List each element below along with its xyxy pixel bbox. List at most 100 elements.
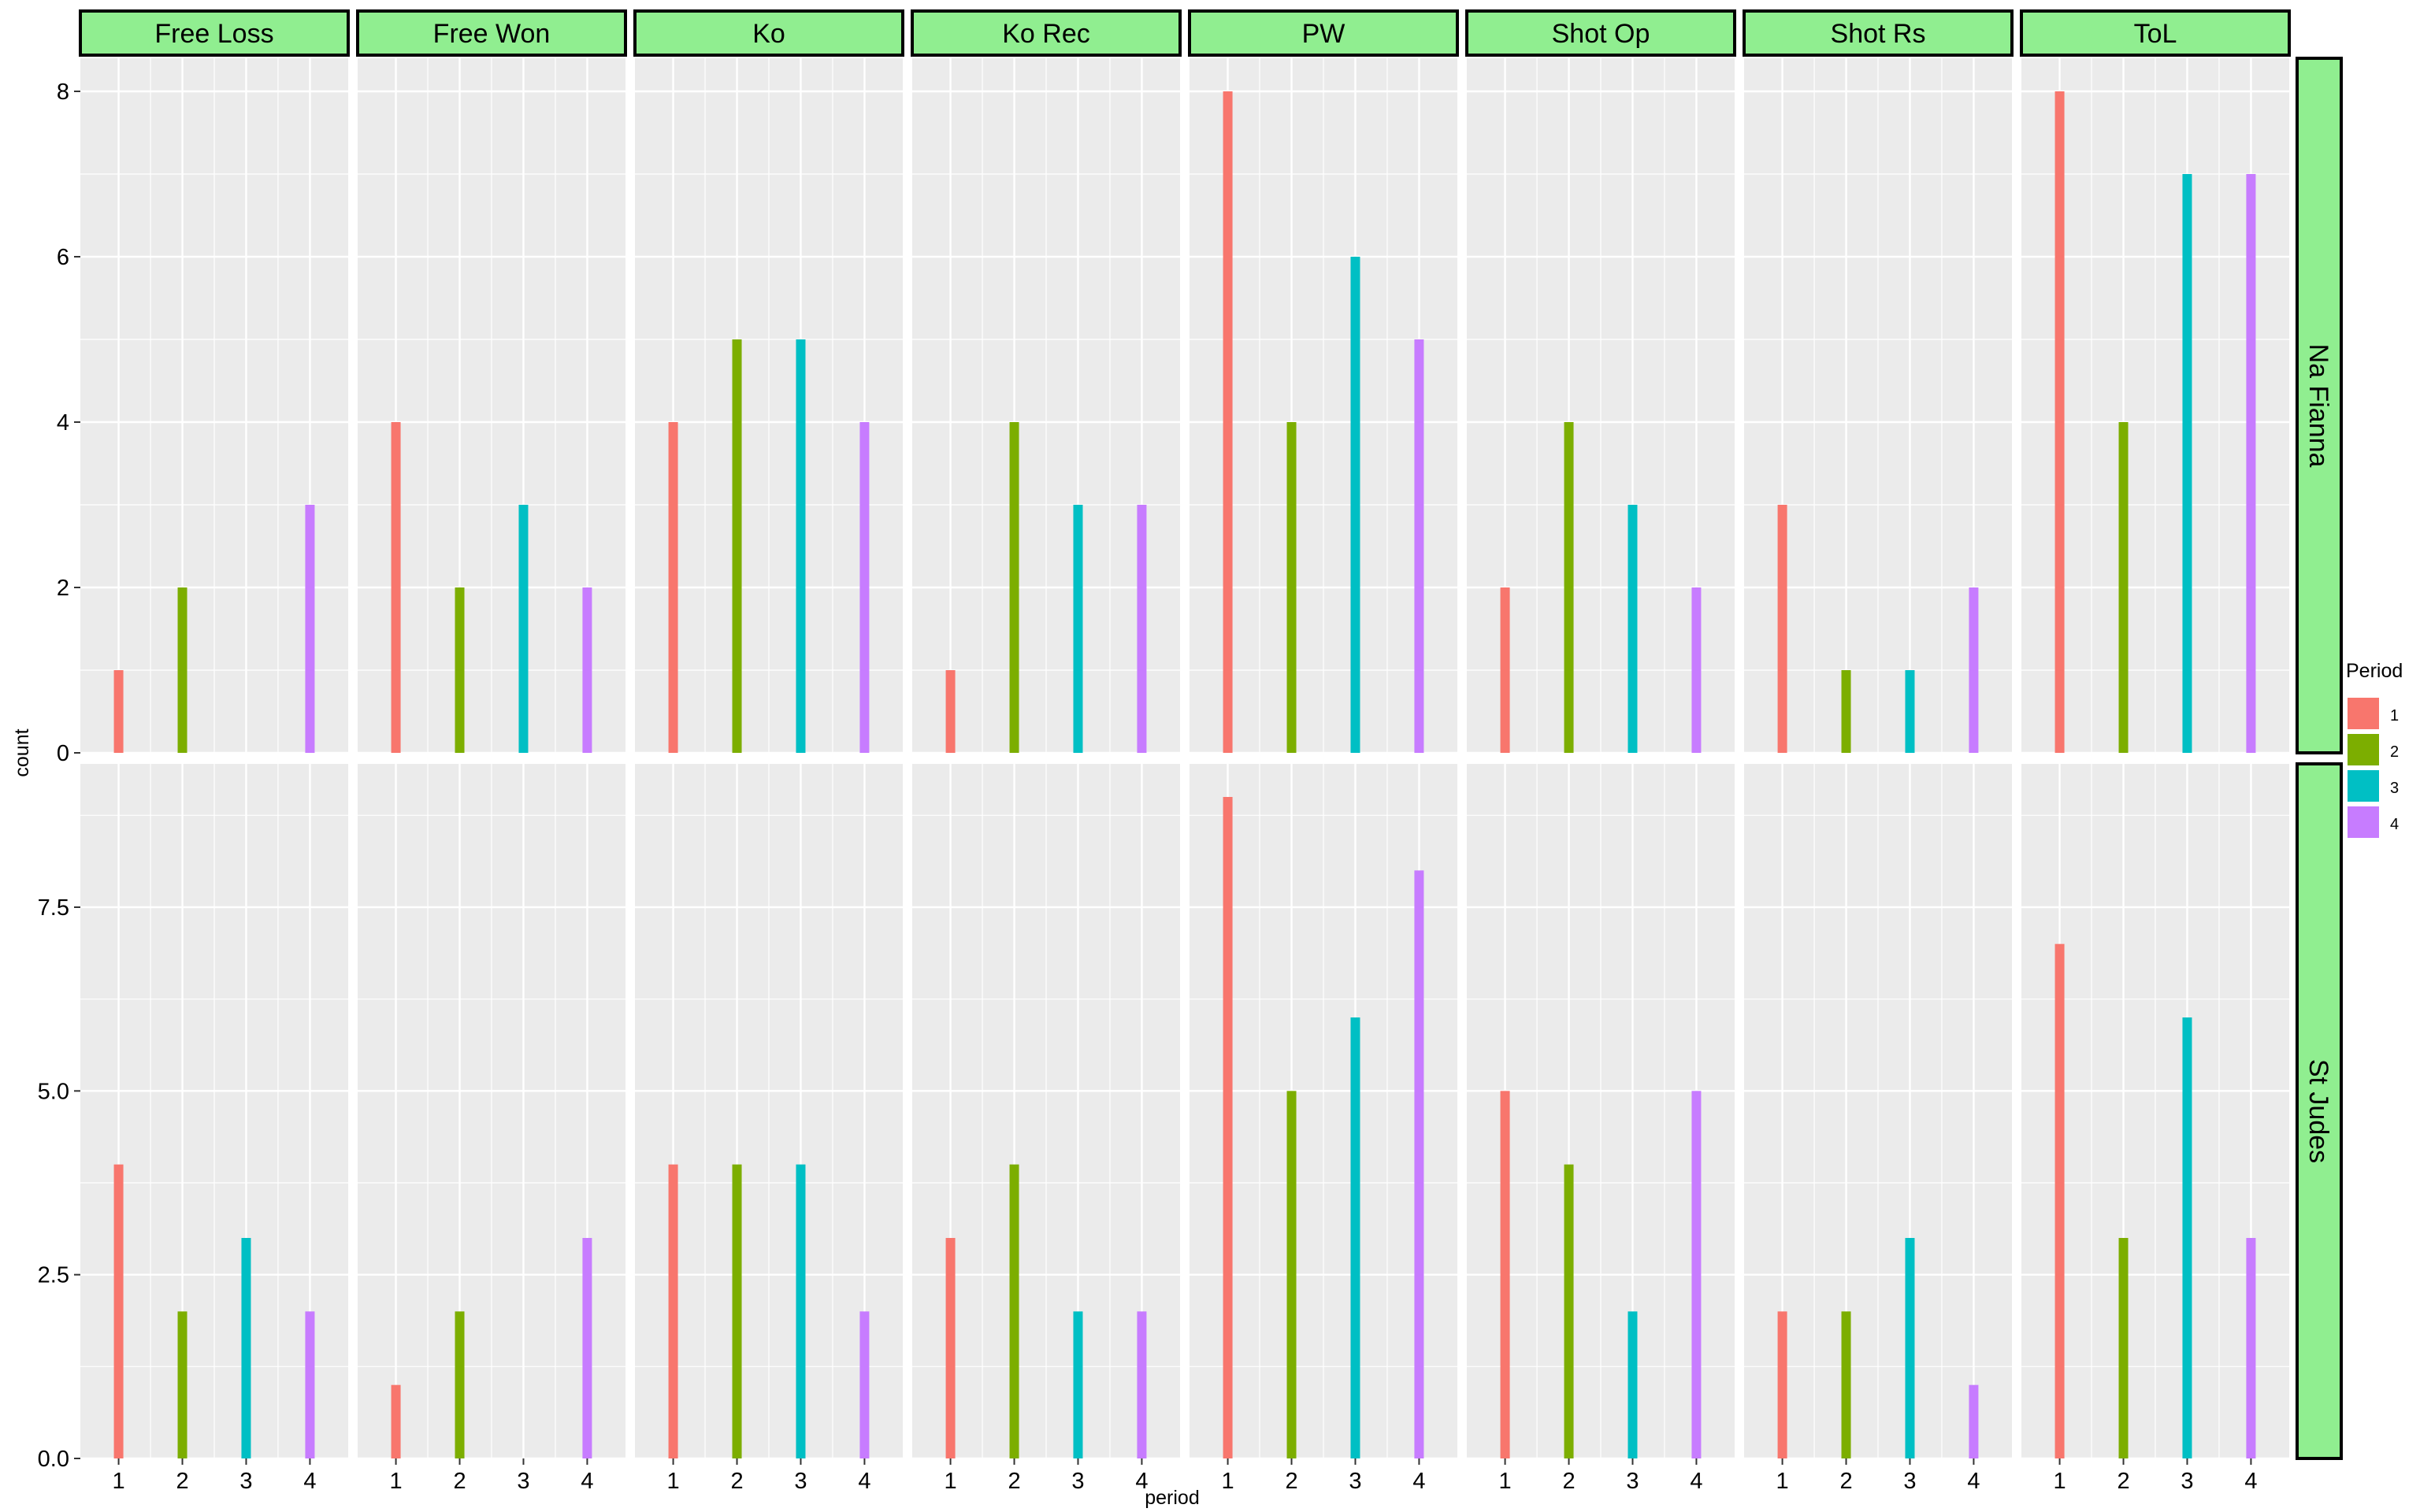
x-tick-label: 1 — [2054, 1469, 2066, 1494]
strip-free-won — [356, 9, 627, 57]
bar-st-judes-free-loss-period-1 — [113, 1164, 124, 1458]
x-tick-label: 4 — [1135, 1469, 1148, 1494]
bar-na-fianna-shot-rs-period-2 — [1841, 670, 1851, 753]
bar-na-fianna-ko-period-1 — [668, 422, 678, 753]
strip-label-tol: ToL — [2134, 19, 2177, 49]
bar-st-judes-ko-rec-period-4 — [1137, 1311, 1147, 1458]
strip-ko-rec — [911, 9, 1182, 57]
bar-na-fianna-shot-op-period-3 — [1628, 505, 1638, 753]
x-tick-label: 1 — [390, 1469, 403, 1494]
x-tick-label: 3 — [239, 1469, 252, 1494]
bar-na-fianna-tol-period-4 — [2246, 174, 2256, 753]
x-tick-label: 1 — [1222, 1469, 1234, 1494]
bar-na-fianna-ko-rec-period-1 — [945, 670, 956, 753]
y-tick-label: 2.5 — [38, 1263, 69, 1288]
bar-st-judes-pw-period-2 — [1286, 1091, 1297, 1458]
strip-label-pw: PW — [1302, 19, 1345, 49]
bar-na-fianna-free-loss-period-1 — [113, 670, 124, 753]
x-tick-label: 3 — [1071, 1469, 1084, 1494]
row-strip-na-fianna — [2296, 57, 2343, 754]
row-strip-st-judes — [2296, 762, 2343, 1460]
x-tick-label: 3 — [1349, 1469, 1361, 1494]
x-tick-label: 3 — [1626, 1469, 1639, 1494]
bar-st-judes-free-loss-period-4 — [305, 1311, 315, 1458]
bar-na-fianna-pw-period-3 — [1350, 257, 1360, 753]
bar-st-judes-free-loss-period-3 — [241, 1238, 251, 1458]
y-axes-layer: 0 2 4 6 8 0.0 2.5 5.0 7.5 — [38, 80, 80, 1472]
bar-st-judes-ko-rec-period-3 — [1073, 1311, 1083, 1458]
bar-st-judes-ko-period-4 — [859, 1311, 870, 1458]
bar-st-judes-pw-period-3 — [1350, 1017, 1360, 1458]
x-tick-label: 2 — [176, 1469, 188, 1494]
bar-na-fianna-ko-rec-period-2 — [1009, 422, 1019, 753]
strip-label-free-won: Free Won — [433, 19, 551, 49]
strip-pw — [1188, 9, 1459, 57]
strip-label-shot-rs: Shot Rs — [1831, 19, 1926, 49]
bar-na-fianna-free-loss-period-2 — [177, 587, 187, 753]
x-tick-label: 2 — [1285, 1469, 1297, 1494]
strip-label-shot-op: Shot Op — [1552, 19, 1650, 49]
bar-st-judes-free-won-period-2 — [455, 1311, 465, 1458]
x-tick-label: 1 — [1499, 1469, 1512, 1494]
bar-st-judes-shot-rs-period-2 — [1841, 1311, 1851, 1458]
x-tick-label: 4 — [1690, 1469, 1702, 1494]
bar-na-fianna-ko-period-3 — [796, 339, 806, 753]
bar-na-fianna-shot-op-period-1 — [1500, 587, 1510, 753]
x-tick-label: 2 — [1008, 1469, 1020, 1494]
bar-st-judes-pw-period-1 — [1223, 797, 1233, 1458]
row-strip-label-na-fianna: Na Fianna — [2303, 344, 2333, 468]
bar-st-judes-ko-period-3 — [796, 1164, 806, 1458]
x-tick-label: 2 — [453, 1469, 466, 1494]
x-tick-label: 3 — [2181, 1469, 2193, 1494]
bar-na-fianna-ko-rec-period-3 — [1073, 505, 1083, 753]
bar-na-fianna-shot-rs-period-4 — [1969, 587, 1979, 753]
x-tick-label: 1 — [113, 1469, 125, 1494]
x-tick-label: 1 — [1776, 1469, 1789, 1494]
x-tick-label: 1 — [945, 1469, 957, 1494]
legend-label-2: 2 — [2390, 743, 2399, 761]
x-tick-label: 4 — [1412, 1469, 1425, 1494]
bar-st-judes-tol-period-1 — [2054, 943, 2065, 1458]
x-tick-label: 2 — [730, 1469, 743, 1494]
bar-st-judes-tol-period-3 — [2182, 1017, 2192, 1458]
bar-na-fianna-pw-period-1 — [1223, 91, 1233, 753]
y-tick-label: 6 — [57, 245, 69, 270]
bar-na-fianna-shot-rs-period-1 — [1777, 505, 1787, 753]
bar-st-judes-shot-op-period-4 — [1691, 1091, 1702, 1458]
x-tick-label: 4 — [2244, 1469, 2257, 1494]
bar-st-judes-shot-op-period-1 — [1500, 1091, 1510, 1458]
strip-tol — [2020, 9, 2291, 57]
y-tick-label: 7.5 — [38, 895, 69, 921]
bar-na-fianna-ko-period-4 — [859, 422, 870, 753]
bar-st-judes-shot-rs-period-4 — [1969, 1384, 1979, 1458]
bar-na-fianna-free-won-period-2 — [455, 587, 465, 753]
bar-na-fianna-ko-period-2 — [732, 339, 742, 753]
x-tick-label: 4 — [581, 1469, 593, 1494]
bar-st-judes-ko-rec-period-1 — [945, 1238, 956, 1458]
x-tick-label: 2 — [2117, 1469, 2129, 1494]
panels-layer — [80, 58, 2289, 1460]
bar-st-judes-ko-period-1 — [668, 1164, 678, 1458]
bar-na-fianna-tol-period-2 — [2118, 422, 2129, 753]
x-tick-label: 3 — [794, 1469, 807, 1494]
bar-st-judes-ko-rec-period-2 — [1009, 1164, 1019, 1458]
bar-na-fianna-pw-period-2 — [1286, 422, 1297, 753]
bar-na-fianna-tol-period-3 — [2182, 174, 2192, 753]
x-tick-label: 4 — [1967, 1469, 1980, 1494]
bar-na-fianna-pw-period-4 — [1414, 339, 1424, 753]
legend-title: Period — [2346, 660, 2403, 682]
y-axis-title: count — [11, 728, 33, 776]
bar-st-judes-free-won-period-1 — [391, 1384, 401, 1458]
strip-shot-op — [1465, 9, 1736, 57]
bar-st-judes-free-won-period-4 — [582, 1238, 592, 1458]
legend-label-3: 3 — [2390, 780, 2399, 797]
x-axis-title: period — [1145, 1487, 1200, 1509]
x-tick-label: 4 — [303, 1469, 316, 1494]
x-axes-layer: 1 2 3 4 1 2 3 4 1 2 3 4 1 2 3 4 1 2 3 4 1 2 3 4 1 2 3 4 1 2 3 4 — [113, 1458, 2257, 1494]
y-tick-label: 0.0 — [38, 1447, 69, 1472]
legend-key-4 — [2348, 806, 2379, 838]
bar-st-judes-shot-op-period-3 — [1628, 1311, 1638, 1458]
strip-ko — [633, 9, 904, 57]
legend-key-2 — [2348, 734, 2379, 765]
y-tick-label: 4 — [57, 410, 69, 435]
